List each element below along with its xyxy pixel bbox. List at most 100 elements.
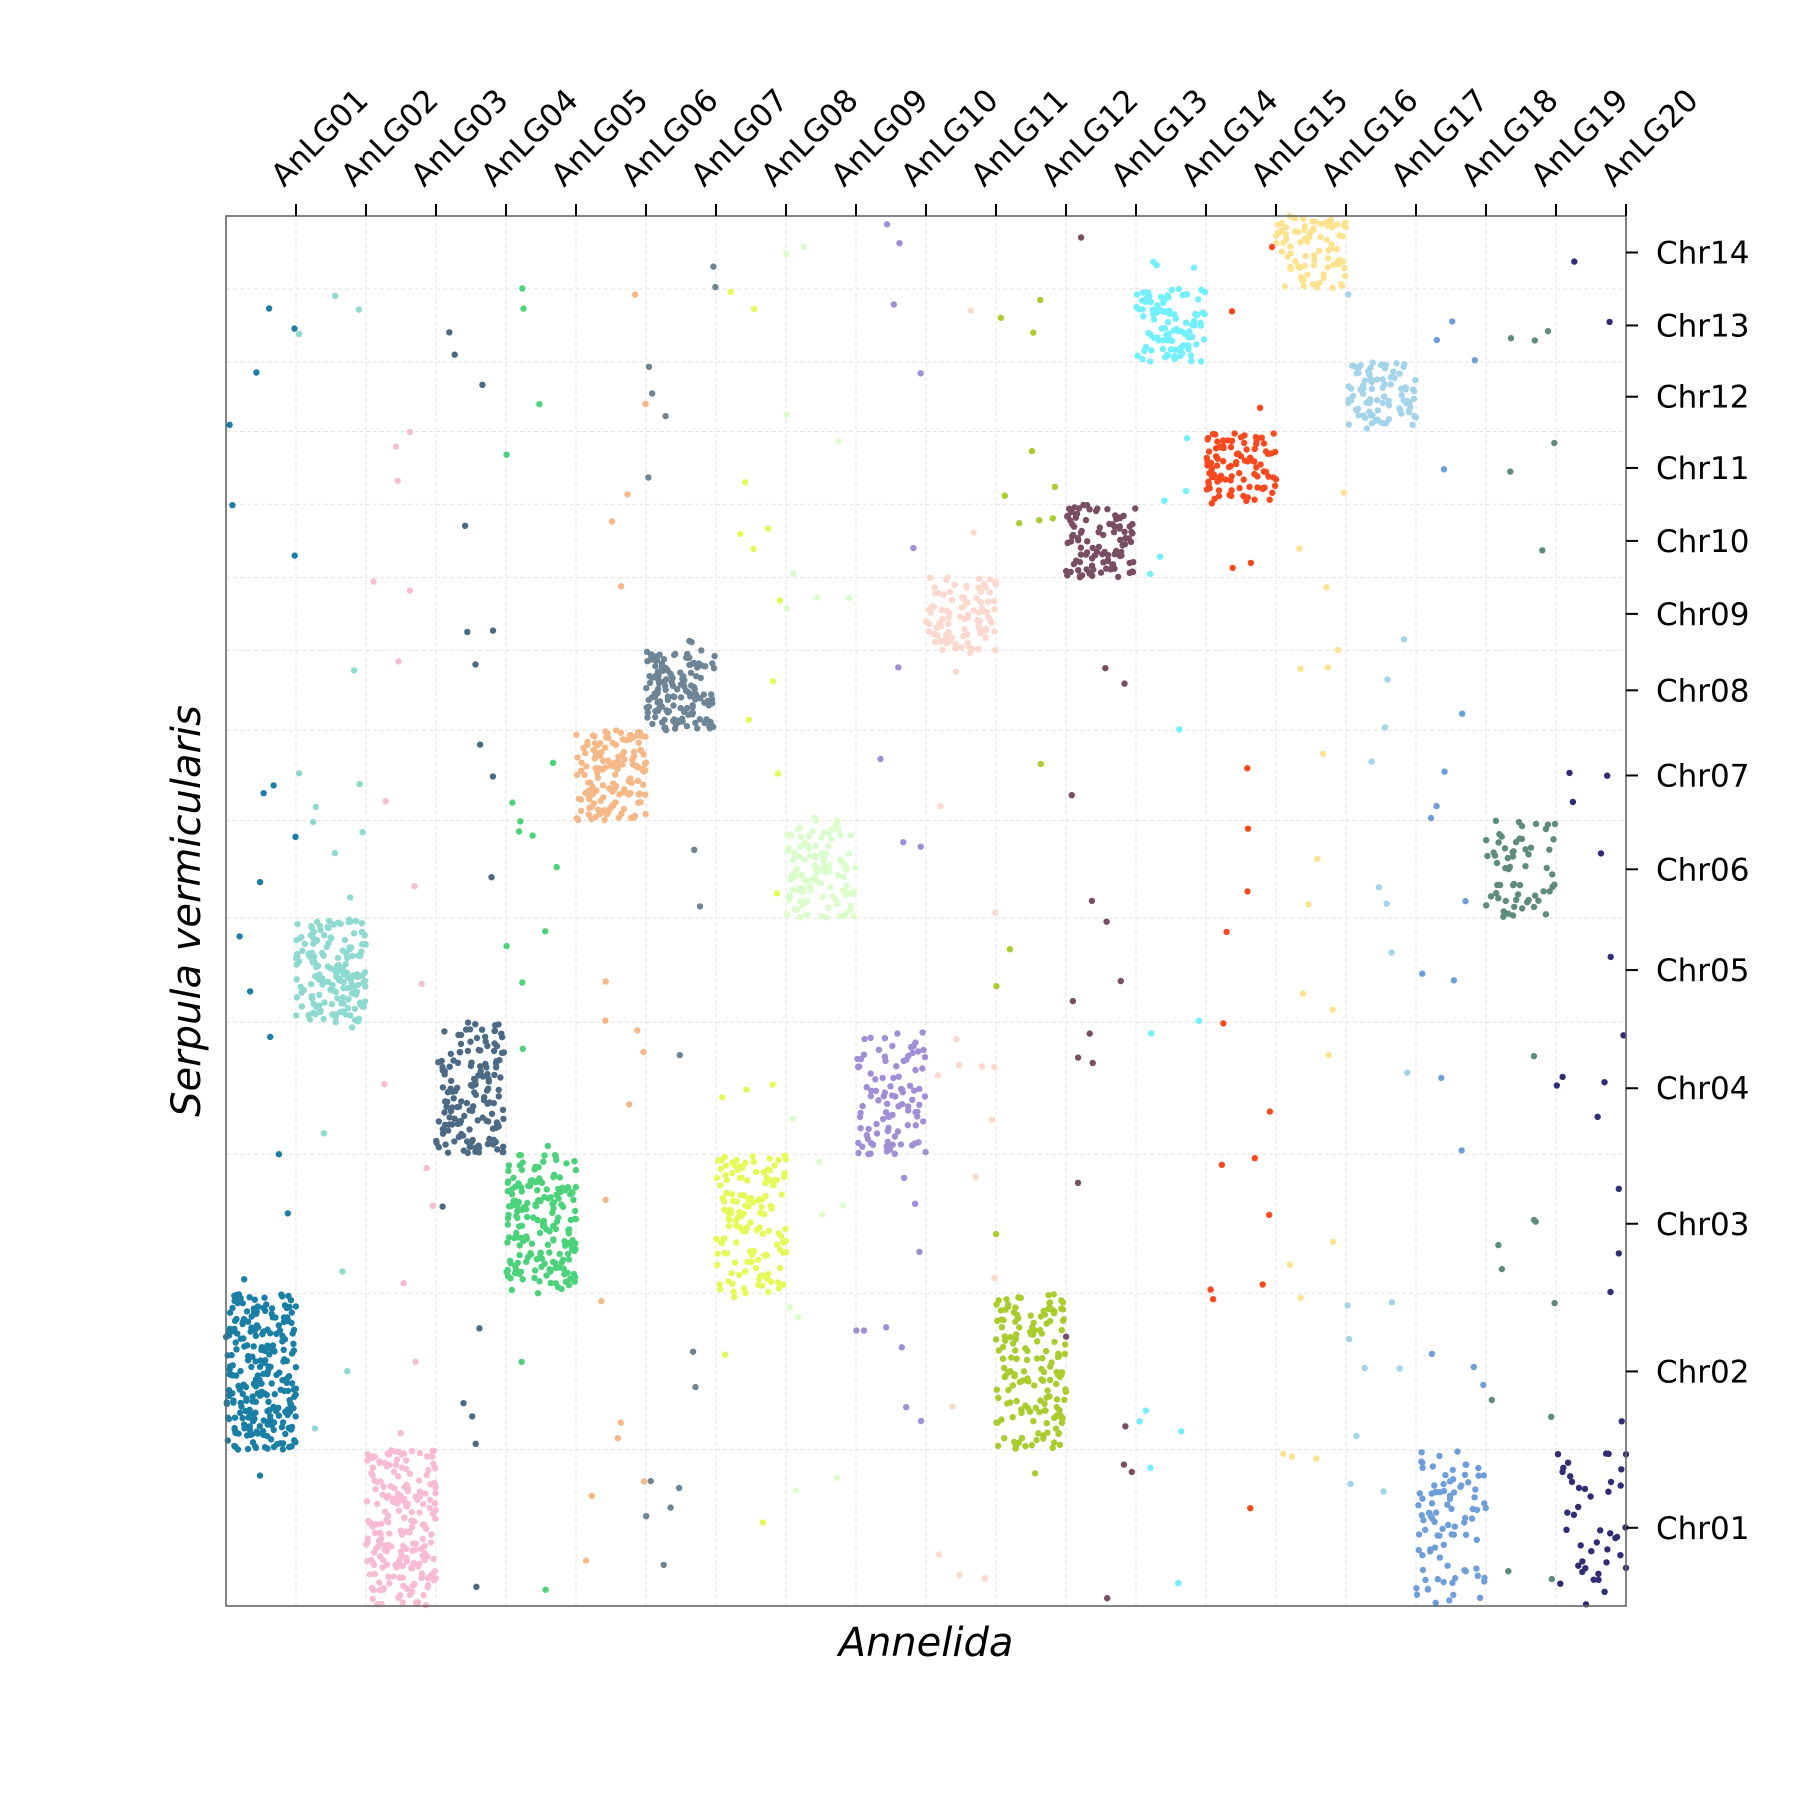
data-point: [550, 1205, 557, 1212]
data-point: [883, 1143, 890, 1150]
data-point: [917, 843, 924, 850]
data-point: [589, 787, 596, 795]
data-point: [1001, 1435, 1008, 1442]
data-point: [1227, 443, 1235, 451]
data-point: [1005, 1369, 1013, 1376]
data-point: [1031, 1470, 1039, 1477]
data-point: [297, 983, 304, 991]
data-point: [725, 1278, 732, 1285]
data-point: [1240, 492, 1247, 500]
data-point: [250, 1381, 258, 1388]
data-point: [687, 693, 694, 700]
data-point: [293, 976, 300, 983]
data-point: [474, 1117, 481, 1124]
data-point: [744, 1195, 752, 1203]
data-point: [376, 1458, 383, 1465]
data-point: [1390, 368, 1397, 375]
data-point: [261, 1444, 269, 1451]
data-point: [750, 545, 757, 553]
data-point: [299, 947, 306, 954]
data-point: [1385, 397, 1392, 405]
data-point: [1380, 1488, 1387, 1495]
data-point: [281, 1387, 288, 1395]
data-point: [555, 1214, 562, 1221]
data-point: [526, 1182, 534, 1190]
data-point: [1449, 1476, 1457, 1483]
data-point: [629, 761, 637, 768]
data-point: [466, 1143, 473, 1151]
data-point: [241, 1276, 248, 1283]
data-point: [1134, 352, 1141, 359]
data-point: [1175, 285, 1183, 293]
data-point: [1032, 1404, 1040, 1412]
data-point: [742, 1268, 749, 1275]
data-point: [1368, 758, 1375, 765]
data-point: [991, 1063, 998, 1071]
data-point: [1543, 864, 1551, 872]
data-point: [1319, 750, 1327, 758]
y-tick-label: Chr09: [1656, 597, 1749, 633]
data-point: [1496, 831, 1503, 838]
data-point: [652, 713, 659, 721]
data-point: [736, 1271, 743, 1279]
data-point: [1044, 1387, 1051, 1394]
data-point: [231, 1297, 238, 1305]
data-point: [346, 944, 353, 951]
data-point: [278, 1424, 286, 1431]
data-point: [1355, 364, 1362, 371]
data-point: [1410, 395, 1418, 402]
data-point: [328, 1000, 336, 1008]
data-point: [919, 1065, 926, 1072]
data-point: [1257, 461, 1264, 468]
data-point: [1559, 1468, 1566, 1476]
data-point: [1286, 1261, 1294, 1268]
data-point: [712, 283, 719, 291]
data-point: [536, 1229, 544, 1237]
data-point: [883, 221, 891, 228]
data-point: [490, 1136, 497, 1144]
data-point: [340, 1000, 347, 1007]
data-point: [981, 1575, 988, 1582]
data-point: [1618, 1466, 1625, 1473]
data-point: [1313, 1455, 1320, 1462]
data-point: [515, 828, 523, 835]
data-point: [1302, 252, 1309, 260]
data-point: [652, 662, 659, 670]
data-point: [809, 827, 816, 835]
data-point: [937, 803, 944, 810]
data-point: [617, 1419, 624, 1426]
data-point: [505, 1178, 512, 1185]
data-point: [764, 1166, 771, 1173]
data-point: [995, 1347, 1003, 1354]
data-point: [1201, 310, 1208, 318]
data-point: [565, 1230, 572, 1237]
data-point: [1013, 1355, 1020, 1363]
data-point: [1008, 1354, 1015, 1361]
data-point: [1060, 1316, 1068, 1323]
data-point: [1184, 342, 1192, 349]
data-point: [397, 1527, 404, 1534]
data-point: [872, 1087, 880, 1095]
data-point: [495, 1093, 502, 1100]
data-point: [812, 854, 819, 861]
data-point: [243, 1308, 251, 1315]
data-point: [925, 628, 933, 635]
data-point: [473, 1034, 481, 1042]
data-point: [345, 996, 352, 1003]
data-point: [1579, 1558, 1586, 1565]
y-tick-label: Chr06: [1656, 852, 1749, 888]
data-point: [380, 1483, 387, 1491]
data-point: [265, 1367, 272, 1374]
data-point: [938, 606, 945, 614]
data-point: [900, 1174, 908, 1182]
data-point: [588, 815, 595, 823]
data-point: [991, 628, 998, 635]
data-point: [1056, 1441, 1064, 1449]
data-point: [1341, 265, 1348, 272]
data-point: [1278, 248, 1286, 255]
data-point: [879, 1074, 886, 1082]
data-point: [1220, 437, 1227, 444]
data-point: [1500, 908, 1507, 915]
y-axis-ticks: Chr01Chr02Chr03Chr04Chr05Chr06Chr07Chr08…: [1626, 235, 1749, 1547]
data-point: [689, 702, 696, 709]
